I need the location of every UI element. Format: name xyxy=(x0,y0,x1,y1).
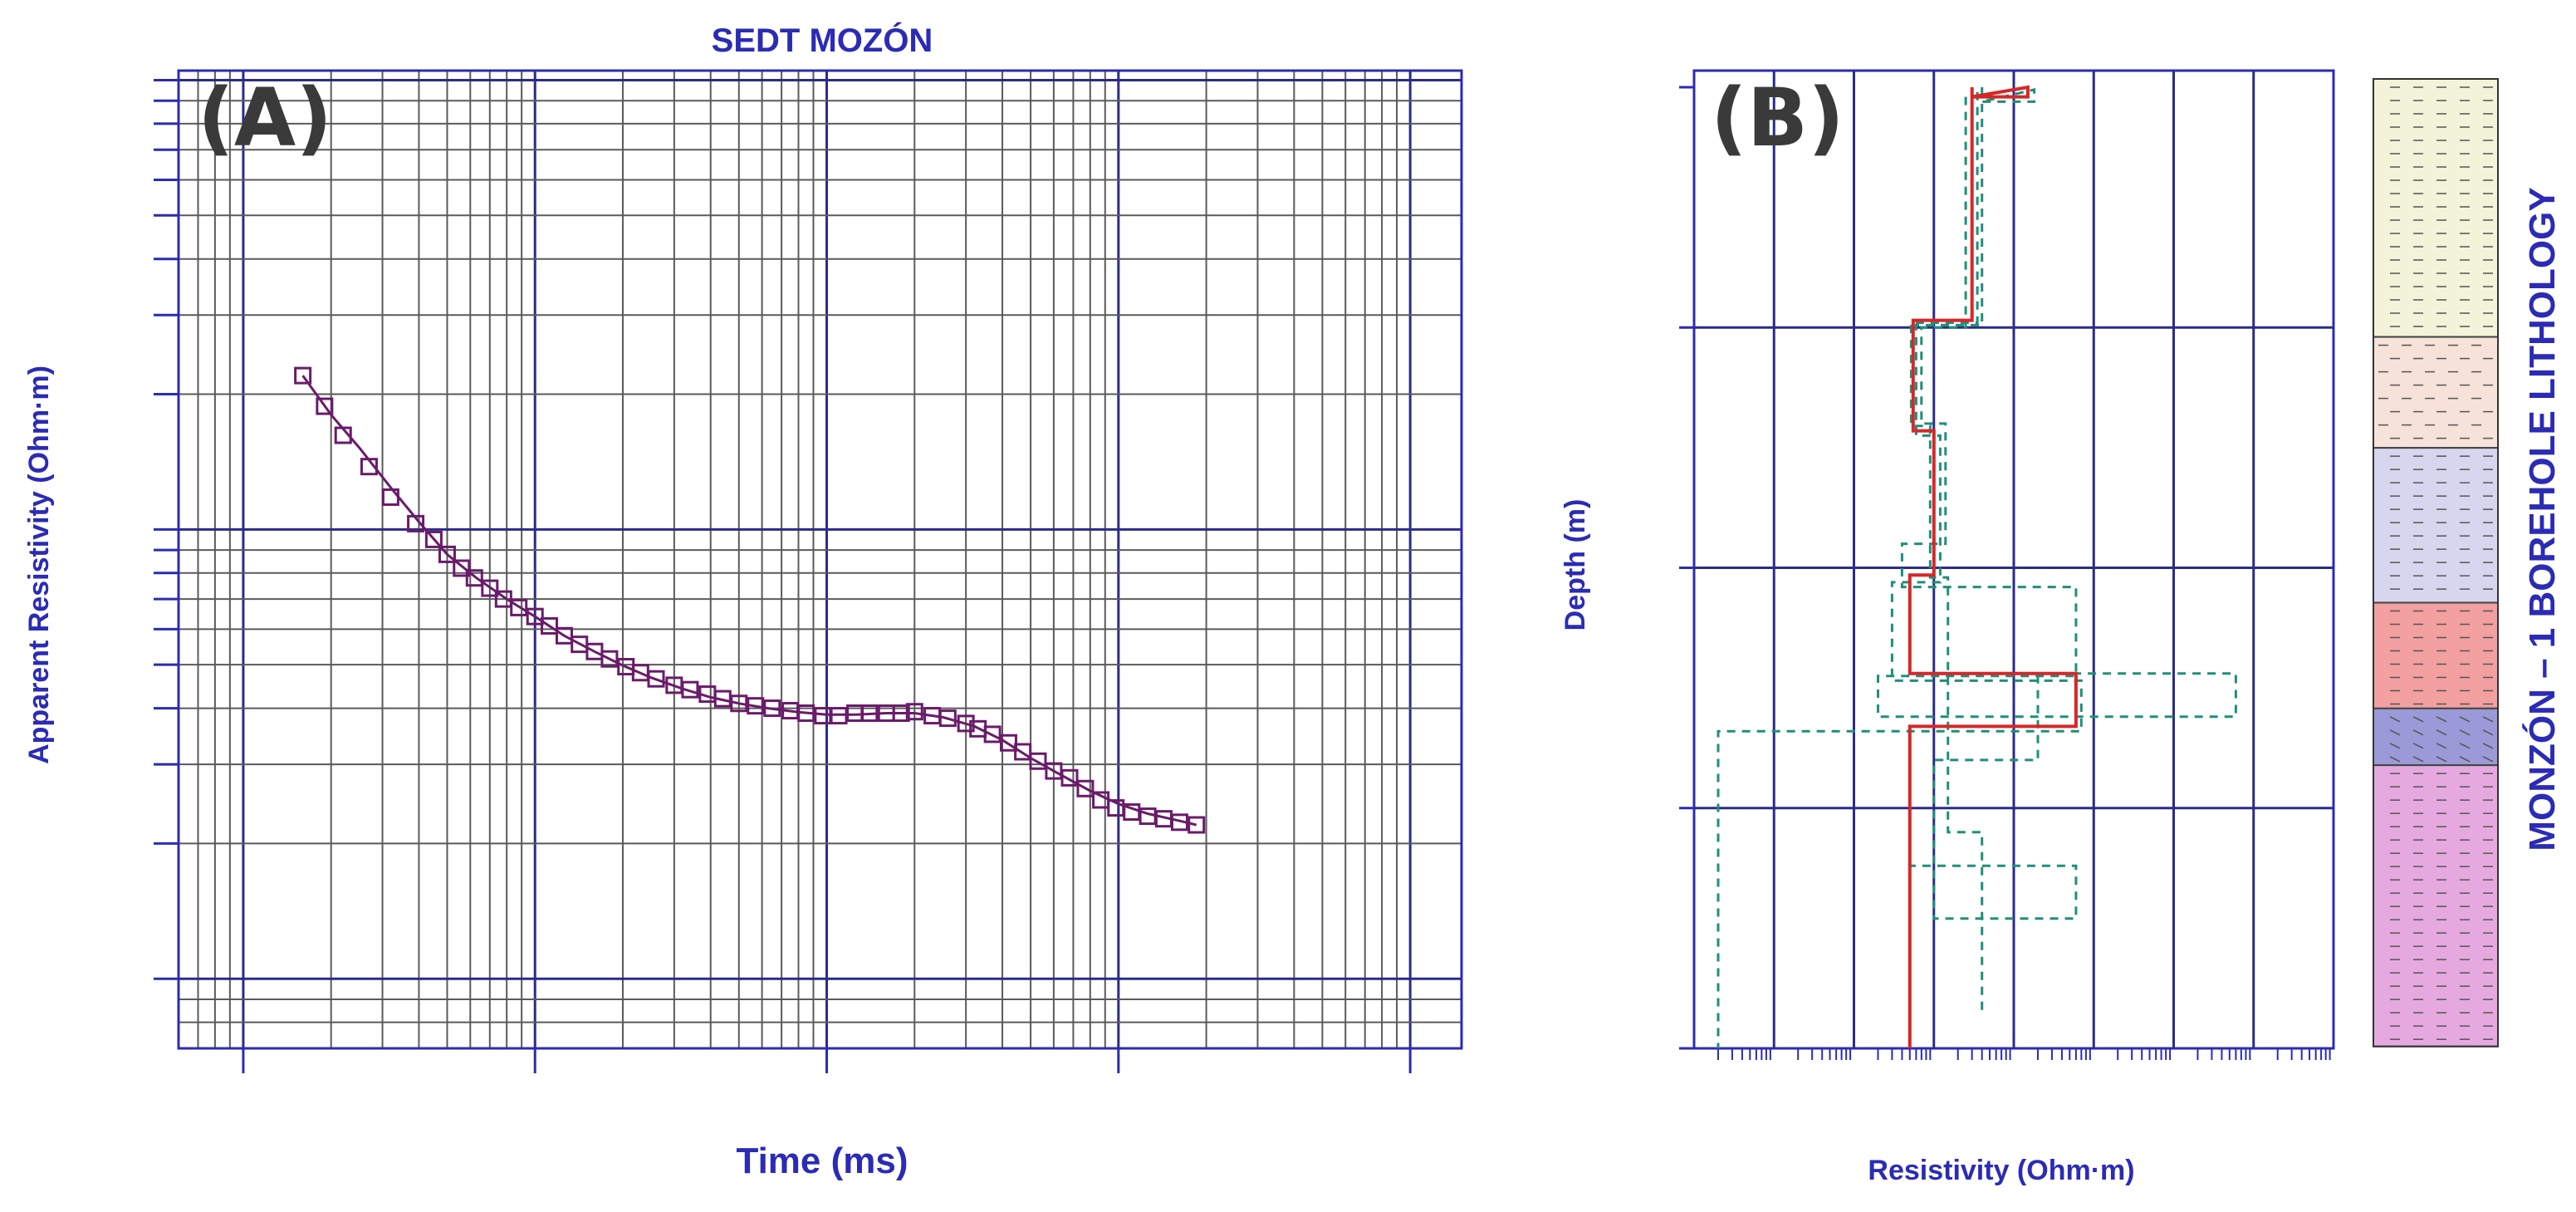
data-point xyxy=(1014,743,1032,761)
data-point xyxy=(360,458,378,476)
lithology-unit xyxy=(2373,707,2499,767)
lithology-unit xyxy=(2373,78,2499,338)
data-point xyxy=(730,694,748,713)
chart-a-series xyxy=(294,366,1206,834)
lithology-hatch xyxy=(2389,743,2401,749)
data-point xyxy=(1170,813,1188,832)
chart-a-grid xyxy=(154,71,1462,1073)
lithology-hatch xyxy=(2482,716,2494,723)
data-point xyxy=(510,598,528,616)
chart-b-series xyxy=(1717,85,2237,1048)
data-point xyxy=(294,366,312,385)
data-point xyxy=(747,697,765,715)
data-point xyxy=(316,397,334,415)
data-point xyxy=(407,514,425,532)
data-point xyxy=(938,709,957,728)
lithology-frame xyxy=(2373,78,2499,1048)
equivalent-model-curve xyxy=(1877,96,2237,920)
data-point xyxy=(681,680,699,699)
data-point xyxy=(424,530,443,548)
lithology-unit xyxy=(2373,336,2499,449)
borehole-lithology-column xyxy=(2373,78,2499,1048)
equivalent-model-curve xyxy=(1909,91,1984,1013)
lithology-hatch xyxy=(2412,729,2424,736)
chart-b-grid xyxy=(1679,71,2334,1060)
chart-a-x-axis-label: Time (ms) xyxy=(736,1141,908,1181)
data-point xyxy=(334,426,352,444)
lithology-hatch xyxy=(2389,716,2401,723)
chart-b-y-axis-label: Depth (m) xyxy=(1560,499,1591,631)
lithology-hatch xyxy=(2482,756,2494,763)
data-point xyxy=(999,734,1017,752)
data-point xyxy=(465,569,483,587)
chart-a-y-axis-label: Apparent Resistivity (Ohm·m) xyxy=(23,366,55,764)
data-point xyxy=(1188,816,1206,834)
chart-b-x-axis-label: Resistivity (Ohm·m) xyxy=(1868,1155,2134,1186)
lithology-unit xyxy=(2373,447,2499,604)
lithology-hatch xyxy=(2389,729,2401,736)
lithology-hatch xyxy=(2412,743,2424,749)
equivalent-model-curve xyxy=(1717,87,2083,1048)
chart-a: SEDT MOZÓN (A) Time (ms) Apparent Resist… xyxy=(23,21,1463,1181)
data-point xyxy=(763,699,781,718)
lithology-hatch xyxy=(2389,756,2401,763)
data-point xyxy=(647,670,665,688)
chart-a-frame xyxy=(177,69,1463,1050)
data-point xyxy=(526,607,544,626)
data-point xyxy=(438,545,456,563)
lithology-hatch xyxy=(2412,756,2424,763)
data-point xyxy=(892,704,910,723)
data-point xyxy=(541,616,559,635)
lithology-hatch xyxy=(2436,729,2447,736)
chart-b-panel-label: (B) xyxy=(1711,71,1844,164)
chart-b: (B) Resistivity (Ohm·m) Depth (m) xyxy=(1560,69,2335,1186)
lithology-hatch xyxy=(2482,743,2494,749)
data-point xyxy=(481,579,499,597)
lithology-hatch xyxy=(2436,716,2447,723)
data-point xyxy=(905,703,923,721)
data-point xyxy=(600,650,619,668)
lithology-hatch xyxy=(2436,743,2447,749)
chart-a-title: SEDT MOZÓN xyxy=(712,21,933,59)
data-point xyxy=(1060,768,1079,787)
model-response-curve xyxy=(301,375,1197,827)
data-point xyxy=(381,488,399,506)
chart-b-frame xyxy=(1692,69,2335,1050)
best-model-curve xyxy=(1908,85,2078,1048)
lithology-hatch xyxy=(2459,743,2471,749)
data-point xyxy=(860,704,879,723)
lithology-hatch xyxy=(2482,729,2494,736)
data-point xyxy=(1076,779,1095,797)
lithology-title: MONZÓN – 1 BOREHOLE LITHOLOGY xyxy=(2521,187,2563,851)
data-point xyxy=(797,704,815,723)
data-point xyxy=(713,689,732,708)
lithology-hatch xyxy=(2412,716,2424,723)
lithology-hatch xyxy=(2459,756,2471,763)
data-point xyxy=(830,707,848,725)
data-point xyxy=(453,559,471,577)
lithology-hatch xyxy=(2459,716,2471,723)
data-point xyxy=(957,714,975,733)
lithology-hatch xyxy=(2459,729,2471,736)
lithology-hatch xyxy=(2436,756,2447,763)
lithology-unit xyxy=(2373,601,2499,709)
chart-a-panel-label: (A) xyxy=(198,71,332,164)
data-point xyxy=(1029,752,1047,770)
